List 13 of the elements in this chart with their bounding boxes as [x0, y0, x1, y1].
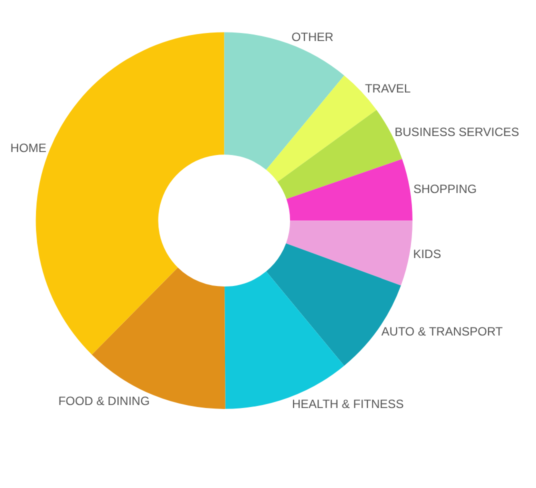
- slice-label: TRAVEL: [364, 81, 412, 96]
- slice-label: HOME: [10, 141, 46, 156]
- donut-slice: [92, 268, 226, 409]
- slice-label: KIDS: [413, 246, 442, 261]
- slice-label: BUSINESS SERVICES: [394, 125, 520, 140]
- slice-label: SHOPPING: [413, 182, 477, 196]
- slice-label: HEALTH & FITNESS: [292, 396, 404, 411]
- slice-label: AUTO & TRANSPORT: [381, 324, 504, 339]
- slice-label: OTHER: [291, 30, 334, 44]
- donut-slice: [224, 32, 344, 170]
- slice-label: FOOD & DINING: [58, 394, 150, 408]
- donut-slice: [286, 220, 412, 286]
- donut-slice: [286, 159, 412, 221]
